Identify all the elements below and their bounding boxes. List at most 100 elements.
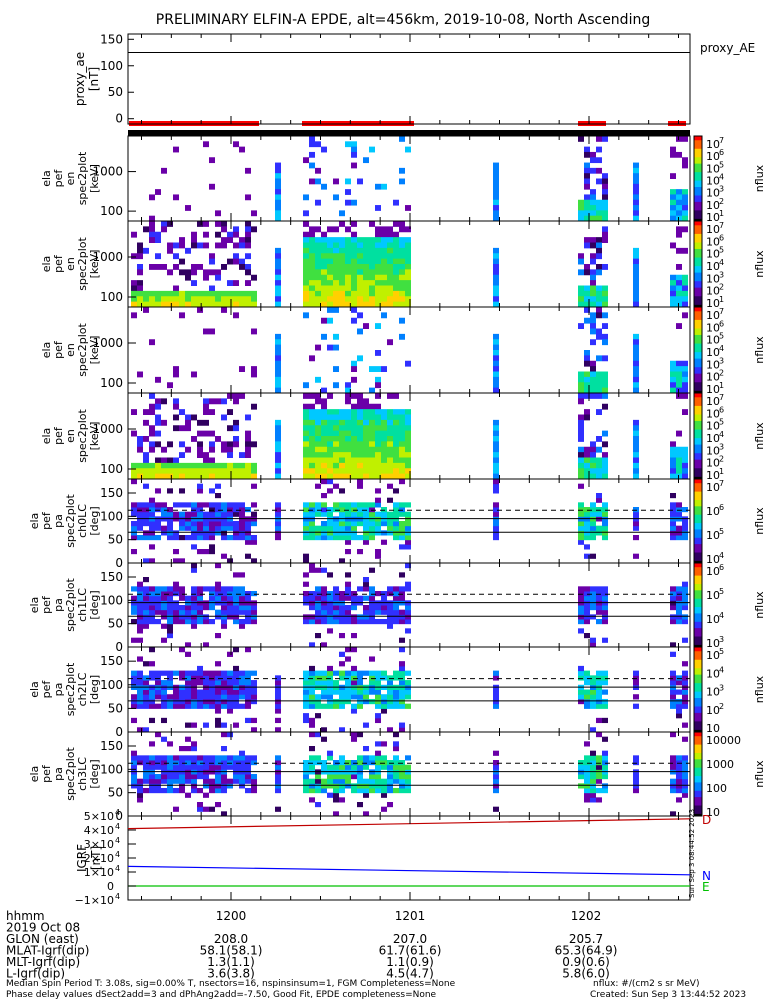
spec_en_4-cell	[363, 457, 369, 464]
pa_ch1-cell	[670, 586, 676, 592]
spec_en_4-cell	[375, 473, 381, 480]
spec_en_4-colorbar-tick-label: 10	[706, 444, 720, 457]
spec_en_4-cell	[155, 419, 161, 426]
pa_ch2-cell	[351, 670, 357, 676]
pa_ch1-colorbar-cell	[694, 630, 702, 633]
pa_ch2-cell	[215, 675, 221, 681]
spec_en_3-cell	[351, 366, 357, 372]
pa_ch2-cell	[185, 680, 191, 686]
spec_en_4-cell	[351, 419, 357, 426]
spec_en_1-cell	[275, 173, 281, 179]
spec_en_1-cell	[345, 199, 351, 206]
spec_en_2-cell	[633, 301, 639, 308]
pa_ch3-cell	[602, 783, 608, 789]
pa_ch0-cell	[381, 530, 387, 536]
spec_en_3-cell	[209, 328, 215, 335]
pa_ch2-cell	[369, 670, 375, 676]
pa_ch3-colorbar-cell	[694, 782, 702, 785]
spec_en_3-cell	[633, 366, 639, 372]
spec_en_3-colorbar-cell	[694, 330, 702, 334]
spec_en_4-cell	[245, 414, 251, 421]
pa_ch0-cell	[251, 483, 257, 489]
pa_ch1-cell	[239, 619, 245, 625]
spec_en_4-colorbar-tick-label: 10	[706, 432, 720, 445]
spec_en_2-cell	[149, 264, 155, 270]
pa_ch2-cell	[137, 727, 143, 733]
pa_ch2-cell	[275, 698, 281, 705]
pa_ch1-cell	[596, 619, 602, 625]
spec_en_4-cell	[596, 473, 602, 480]
spec_en_1-cell	[209, 157, 215, 164]
spec_en_2-cell	[143, 290, 149, 297]
spec_en_2-cell	[584, 290, 590, 297]
pa_ch1-cell	[387, 609, 393, 615]
pa_ch1-cell	[670, 595, 676, 601]
spec_en_4-cell	[315, 414, 321, 421]
pa_ch1-cell	[137, 623, 143, 629]
pa_ch3-cell	[405, 755, 411, 761]
spec_en_4-cell	[584, 409, 590, 415]
spec_en_2-ylabel-line: en	[64, 257, 77, 271]
spec_en_1-colorbar-cell	[694, 148, 702, 152]
pa_ch1-cell	[245, 609, 251, 615]
spec_en_1-cell	[399, 167, 405, 174]
spec_en_1-colorbar-cell	[694, 199, 702, 203]
spec_en_4-colorbar-cell	[694, 393, 702, 396]
spec_en_4-cell	[173, 462, 179, 469]
spec_en_4-cell	[602, 468, 608, 475]
pa_ch3-cell	[670, 732, 676, 738]
pa_ch3-cell	[375, 760, 381, 766]
pa_ch3-cell	[245, 764, 251, 770]
spec_en_2-colorbar-cell	[694, 276, 702, 280]
pa_ch2-cell	[339, 651, 345, 657]
pa_ch2-cell	[682, 694, 688, 700]
spec_en_3-cell	[275, 366, 281, 372]
pa_ch2-cell	[173, 694, 179, 700]
spec_en_2-cell	[405, 264, 411, 270]
pa_ch1-cell	[315, 605, 321, 611]
pa_ch1-colorbar-tick-exponent: 5	[719, 587, 724, 596]
pa_ch1-colorbar-cell	[694, 592, 702, 595]
time-axis-row-value: 208.0	[214, 932, 248, 946]
spec_en_2-cell	[578, 301, 584, 308]
spec_en_2-cell	[590, 253, 596, 260]
pa_ch3-cell	[221, 778, 227, 784]
pa_ch0-cell	[143, 535, 149, 541]
spec_en_2-cell	[333, 264, 339, 270]
pa_ch1-cell	[369, 567, 375, 573]
pa_ch3-colorbar-cell	[694, 748, 702, 752]
pa_ch1-cell	[149, 619, 155, 625]
pa_ch2-cell	[327, 680, 333, 686]
spec_en_3-cell	[375, 323, 381, 329]
pa_ch0-cell	[233, 521, 239, 527]
pa_ch1-cell	[357, 595, 363, 601]
pa_ch2-cell	[682, 675, 688, 681]
spec_en_2-cell	[167, 290, 173, 297]
pa_ch2-cell	[387, 698, 393, 705]
pa_ch0-cell	[251, 558, 257, 564]
pa_ch1-colorbar-cell	[694, 619, 702, 623]
pa_ch2-cell	[137, 675, 143, 681]
pa_ch2-cell	[161, 689, 167, 695]
pa_ch3-colorbar-cell	[694, 765, 702, 769]
spec_en_3-cell	[275, 371, 281, 378]
pa_ch1-cell	[351, 591, 357, 597]
spec_en_1-cell	[633, 199, 639, 206]
pa_ch3-cell	[209, 806, 215, 812]
spec_en_1-cell	[149, 194, 155, 201]
spec_en_2-cell	[363, 253, 369, 260]
spec_en_2-cell	[327, 253, 333, 260]
pa_ch3-cell	[275, 755, 281, 761]
pa_ch1-cell	[167, 609, 173, 615]
spec_en_4-colorbar-cell	[694, 401, 702, 405]
spec_en_4-cell	[369, 414, 375, 421]
pa_ch2-cell	[137, 656, 143, 662]
pa_ch1-cell	[161, 623, 167, 629]
spec_en_3-cell	[309, 355, 315, 362]
pa_ch1-cell	[327, 595, 333, 601]
spec_en_2-cell	[315, 296, 321, 303]
spec_en_4-cell	[357, 446, 363, 453]
spec_en_4-cell	[339, 446, 345, 453]
spec_en_2-cell	[387, 274, 393, 281]
pa_ch3-cell	[670, 783, 676, 789]
